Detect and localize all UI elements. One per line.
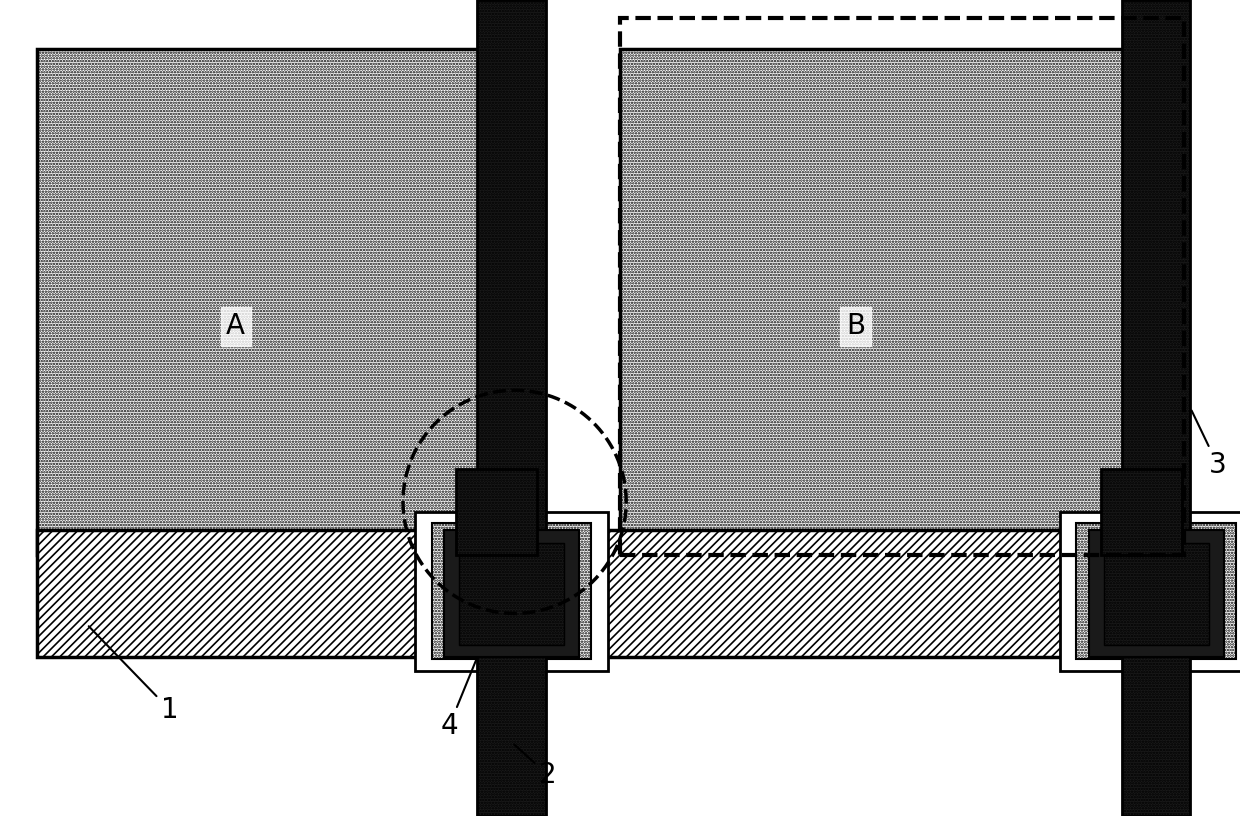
Text: A: A [226, 313, 246, 340]
Bar [1060, 512, 1240, 671]
Bar [432, 523, 591, 659]
Text: 1: 1 [89, 626, 179, 724]
Bar [37, 49, 484, 555]
Bar [1122, 0, 1190, 816]
Text: 2: 2 [515, 744, 557, 789]
Bar [459, 543, 564, 645]
Bar [415, 512, 608, 671]
Bar [620, 18, 1184, 555]
Text: 4: 4 [440, 659, 476, 740]
Text: B: B [846, 313, 866, 340]
Bar [1104, 543, 1209, 645]
Bar [456, 469, 537, 555]
Text: 3: 3 [1192, 410, 1226, 479]
Bar [1101, 469, 1182, 555]
Bar [1089, 530, 1224, 657]
Bar [444, 530, 579, 657]
Bar [37, 530, 1153, 657]
Bar [1076, 523, 1236, 659]
Bar [477, 0, 546, 816]
Bar [620, 49, 1141, 555]
